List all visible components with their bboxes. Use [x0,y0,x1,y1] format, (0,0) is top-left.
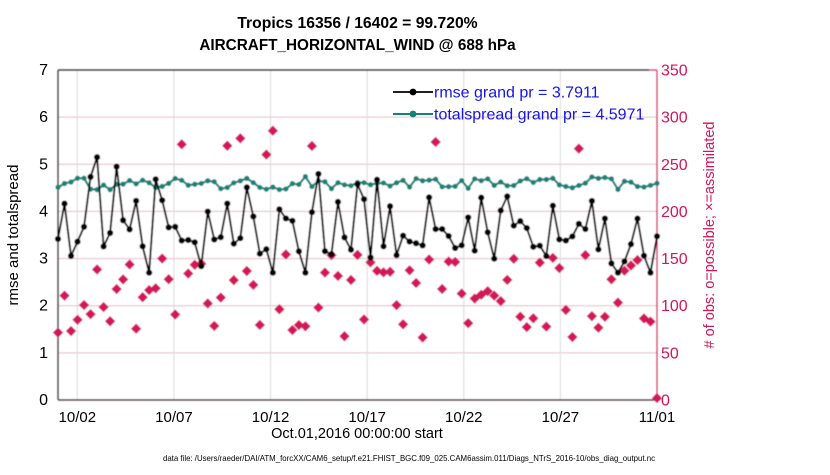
svg-text:10/12: 10/12 [252,409,290,426]
svg-text:4: 4 [39,203,48,220]
svg-text:Oct.01,2016 00:00:00 start: Oct.01,2016 00:00:00 start [271,426,443,442]
svg-text:rmse and totalspread: rmse and totalspread [5,165,22,306]
svg-text:300: 300 [661,110,688,127]
svg-text:rmse grand pr = 3.7911: rmse grand pr = 3.7911 [434,85,600,102]
svg-text:data file: /Users/raeder/DAI/A: data file: /Users/raeder/DAI/ATM_forcXX/… [163,454,655,463]
svg-text:totalspread grand pr = 4.5971: totalspread grand pr = 4.5971 [434,107,644,124]
svg-text:200: 200 [661,204,688,221]
svg-text:2: 2 [39,298,48,315]
svg-text:350: 350 [661,63,688,80]
svg-text:7: 7 [39,62,48,79]
svg-text:Tropics 16356 / 16402 = 99.720: Tropics 16356 / 16402 = 99.720% [237,15,477,32]
svg-text:10/07: 10/07 [155,409,193,426]
svg-text:10/22: 10/22 [445,409,483,426]
svg-text:11/01: 11/01 [639,409,675,426]
svg-text:5: 5 [39,156,48,173]
svg-text:# of obs: o=possible; ×=assimi: # of obs: o=possible; ×=assimilated [702,122,718,349]
svg-text:3: 3 [39,251,48,268]
svg-text:100: 100 [661,298,688,315]
svg-text:50: 50 [661,345,679,362]
svg-text:10/27: 10/27 [542,409,580,426]
svg-text:10/17: 10/17 [348,409,386,426]
svg-text:1: 1 [39,345,48,362]
svg-text:AIRCRAFT_HORIZONTAL_WIND @ 688: AIRCRAFT_HORIZONTAL_WIND @ 688 hPa [199,37,516,54]
svg-text:0: 0 [661,393,670,410]
svg-text:150: 150 [661,251,688,268]
svg-text:0: 0 [39,392,48,409]
svg-text:250: 250 [661,157,688,174]
svg-text:6: 6 [39,109,48,126]
svg-text:10/02: 10/02 [59,409,97,426]
